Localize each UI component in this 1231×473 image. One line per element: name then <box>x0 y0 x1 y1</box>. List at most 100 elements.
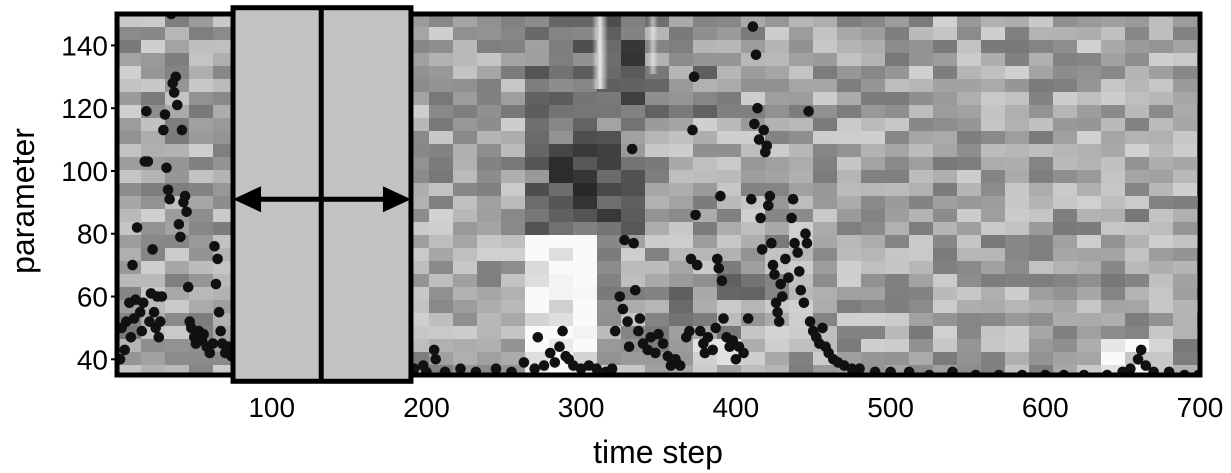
heatmap-cell <box>861 313 886 327</box>
heatmap-cell <box>789 326 814 340</box>
heatmap-cell <box>1125 248 1150 262</box>
heatmap-cell <box>525 92 550 106</box>
data-point <box>1125 363 1136 375</box>
heatmap-cell <box>189 261 214 275</box>
heatmap-cell <box>477 196 502 210</box>
heatmap-cell <box>525 183 550 197</box>
data-point <box>702 332 714 343</box>
heatmap-cell <box>909 313 934 327</box>
heatmap-cell <box>909 27 934 41</box>
heatmap-cell <box>1005 131 1030 145</box>
heatmap-cell <box>573 131 598 145</box>
data-point <box>738 347 749 359</box>
heatmap-cell <box>549 209 574 223</box>
heatmap-cell <box>669 300 694 314</box>
heatmap-cell <box>765 222 790 236</box>
heatmap-cell <box>525 300 550 314</box>
heatmap-cell <box>453 339 478 353</box>
heatmap-cell <box>189 248 214 262</box>
heatmap-cell <box>573 105 598 119</box>
heatmap-cell <box>1029 352 1054 366</box>
heatmap-cell <box>189 196 214 210</box>
heatmap-cell <box>1149 14 1174 28</box>
heatmap-cell <box>789 27 814 41</box>
heatmap-cell <box>813 313 838 327</box>
heatmap-cell <box>1077 27 1102 41</box>
heatmap-cell <box>453 40 478 54</box>
heatmap-cell <box>909 144 934 158</box>
heatmap-cell <box>117 248 142 262</box>
heatmap-cell <box>885 365 910 375</box>
heatmap-cell <box>165 274 190 288</box>
heatmap-cell <box>549 157 574 171</box>
heatmap-cell <box>501 261 526 275</box>
heatmap-cell <box>861 196 886 210</box>
heatmap-cell <box>189 40 214 54</box>
heatmap-cell <box>645 287 670 301</box>
data-point <box>854 363 865 375</box>
data-point <box>209 241 220 252</box>
heatmap-cell <box>525 313 550 327</box>
heatmap-cell <box>189 118 214 132</box>
heatmap-cell <box>189 365 214 375</box>
heatmap-cell <box>429 170 454 184</box>
heatmap-cell <box>453 157 478 171</box>
heatmap-cell <box>693 131 718 145</box>
heatmap-cell <box>789 352 814 366</box>
heatmap-cell <box>837 40 862 54</box>
heatmap-cell <box>165 300 190 314</box>
heatmap-cell <box>525 118 550 132</box>
heatmap-cell <box>477 300 502 314</box>
heatmap-cell <box>1029 313 1054 327</box>
heatmap-cell <box>1005 313 1030 327</box>
heatmap-cell <box>1005 66 1030 80</box>
heatmap-cell <box>549 53 574 67</box>
heatmap-cell <box>837 287 862 301</box>
heatmap-cell <box>1173 53 1198 67</box>
heatmap-cell <box>741 287 766 301</box>
heatmap-cell <box>765 131 790 145</box>
heatmap-cell <box>717 79 742 93</box>
heatmap-cell <box>885 326 910 340</box>
heatmap-cell <box>501 222 526 236</box>
data-point <box>428 344 440 356</box>
heatmap-cell <box>1149 300 1174 314</box>
heatmap-cell <box>813 183 838 197</box>
heatmap-cell <box>549 183 574 197</box>
heatmap-cell <box>645 274 670 288</box>
heatmap-cell <box>861 222 886 236</box>
data-point <box>626 143 638 155</box>
heatmap-cell <box>1029 14 1054 28</box>
data-point <box>798 297 810 309</box>
heatmap-cell <box>957 14 982 28</box>
heatmap-cell <box>1173 183 1198 197</box>
heatmap-cell <box>525 287 550 301</box>
heatmap-cell <box>597 105 622 119</box>
heatmap-cell <box>885 222 910 236</box>
heatmap-cell <box>1053 144 1078 158</box>
heatmap-cell <box>693 183 718 197</box>
heatmap-cell <box>669 118 694 132</box>
heatmap-cell <box>453 313 478 327</box>
data-point <box>795 284 807 296</box>
heatmap-cell <box>1029 183 1054 197</box>
heatmap-cell <box>549 170 574 184</box>
heatmap-cell <box>573 209 598 223</box>
heatmap-cell <box>693 105 718 119</box>
heatmap-cell <box>501 326 526 340</box>
heatmap-cell <box>573 170 598 184</box>
heatmap-cell <box>765 326 790 340</box>
heatmap-cell <box>1149 40 1174 54</box>
heatmap-cell <box>573 66 598 80</box>
heatmap-cell <box>189 53 214 67</box>
heatmap-cell <box>957 79 982 93</box>
heatmap-cell <box>837 53 862 67</box>
heatmap-cell <box>1077 183 1102 197</box>
heatmap-cell <box>1125 66 1150 80</box>
heatmap-cell <box>141 209 166 223</box>
heatmap-cell <box>525 235 550 249</box>
heatmap-cell <box>141 144 166 158</box>
heatmap-cell <box>693 170 718 184</box>
heatmap-cell <box>813 14 838 28</box>
heatmap-cell <box>1029 53 1054 67</box>
